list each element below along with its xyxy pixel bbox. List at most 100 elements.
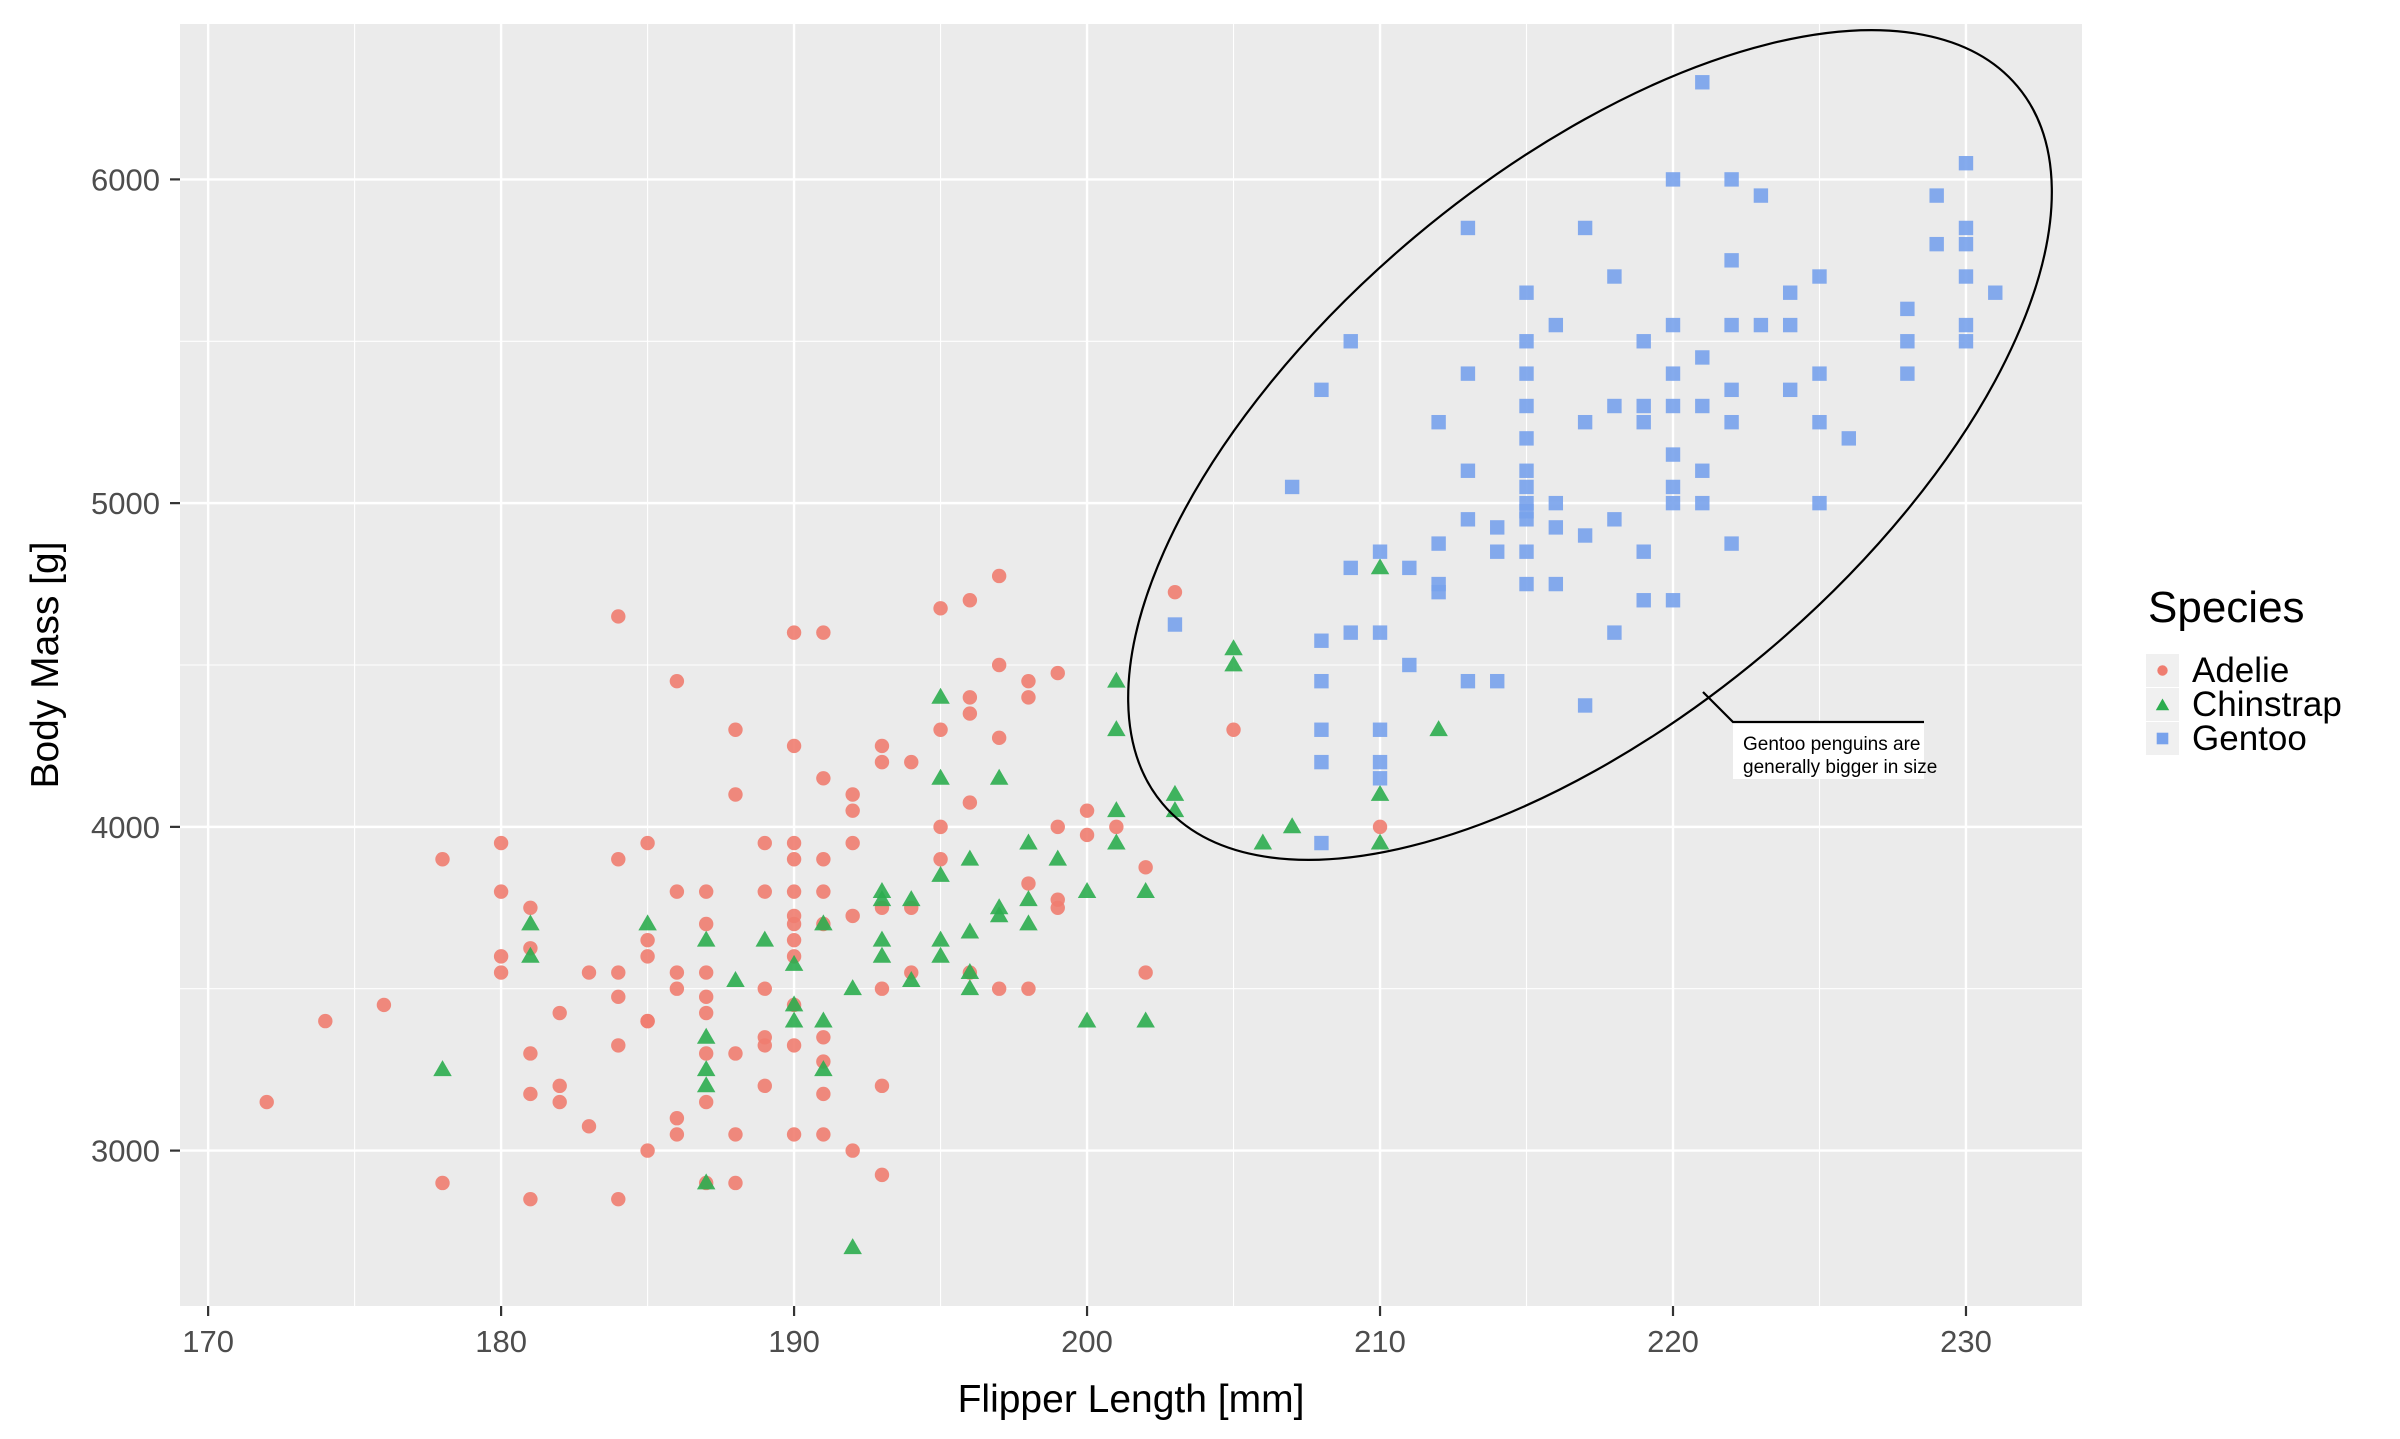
data-point: [1665, 447, 1681, 462]
data-point: [814, 1011, 833, 1028]
data-point: [1724, 172, 1739, 187]
data-point: [1050, 892, 1065, 907]
data-point: [1812, 414, 1827, 430]
data-point: [1370, 558, 1390, 575]
data-point: [816, 884, 831, 899]
data-point: [1519, 479, 1534, 495]
data-point: [669, 981, 685, 996]
data-point: [1372, 625, 1388, 640]
data-point: [1958, 236, 1974, 252]
legend-item-label: Adelie: [2192, 650, 2290, 690]
data-point: [1695, 350, 1710, 365]
data-point: [1079, 827, 1095, 843]
data-point: [1724, 414, 1739, 430]
data-point: [991, 730, 1007, 746]
data-point: [784, 995, 804, 1012]
data-point: [1519, 463, 1534, 478]
data-point: [931, 946, 950, 963]
data-point: [931, 687, 950, 704]
data-point: [698, 989, 714, 1005]
data-point: [1812, 366, 1827, 381]
data-point: [1402, 657, 1417, 673]
data-point: [611, 609, 626, 624]
data-point: [259, 1094, 274, 1110]
data-point: [669, 884, 685, 899]
data-point: [1900, 301, 1915, 317]
data-point: [1812, 269, 1827, 284]
data-point: [1607, 512, 1622, 527]
data-point: [931, 768, 950, 785]
data-point: [1314, 382, 1329, 398]
data-point: [728, 1175, 743, 1191]
data-point: [1519, 366, 1534, 381]
annotation-box: [1733, 722, 1924, 779]
data-point: [1167, 617, 1183, 632]
data-point: [816, 771, 831, 786]
data-point: [1136, 882, 1155, 899]
data-point: [1431, 414, 1446, 430]
data-point: [1282, 817, 1302, 834]
data-point: [1431, 576, 1446, 592]
data-point: [1343, 334, 1358, 349]
data-point: [1077, 1011, 1097, 1028]
data-point: [962, 706, 978, 721]
data-point: [1958, 220, 1974, 236]
data-point: [1548, 520, 1564, 535]
data-point: [1079, 803, 1095, 818]
data-point: [814, 914, 833, 931]
data-point: [1460, 220, 1476, 236]
data-point: [698, 1005, 714, 1021]
data-point: [1314, 722, 1329, 737]
points-adelie: [259, 568, 1388, 1207]
data-point: [728, 1046, 743, 1061]
data-point: [1548, 317, 1564, 333]
data-point: [698, 884, 714, 899]
data-point: [1548, 495, 1564, 511]
data-point: [1224, 639, 1243, 656]
data-point: [1314, 633, 1329, 648]
data-point: [816, 1030, 831, 1045]
data-point: [1314, 754, 1329, 770]
data-point: [931, 865, 950, 882]
data-point: [728, 787, 743, 802]
data-point: [960, 979, 980, 996]
data-point: [1519, 576, 1534, 592]
data-point: [784, 1011, 804, 1028]
data-point: [786, 852, 802, 867]
data-point: [786, 625, 802, 640]
data-point: [1695, 495, 1710, 511]
data-point: [521, 946, 540, 963]
legend-item-label: Chinstrap: [2192, 684, 2342, 724]
data-point: [1900, 334, 1915, 349]
data-point: [698, 916, 714, 932]
data-point: [1577, 414, 1593, 430]
data-point: [1958, 334, 1974, 349]
data-point: [1460, 463, 1476, 478]
data-point: [991, 657, 1007, 673]
legend: Species Adelie Chinstrap Gentoo: [2146, 583, 2342, 758]
data-point: [933, 852, 948, 867]
data-point: [1021, 690, 1036, 705]
legend-item-label: Gentoo: [2192, 718, 2307, 758]
data-point: [816, 1086, 831, 1102]
data-point: [1021, 981, 1036, 996]
data-point: [435, 852, 450, 867]
data-point: [989, 768, 1009, 785]
data-point: [1577, 528, 1593, 543]
data-point: [728, 722, 743, 737]
data-point: [1019, 914, 1038, 931]
data-point: [816, 1127, 831, 1142]
data-point: [493, 884, 509, 899]
data-point: [1607, 398, 1622, 414]
data-point: [611, 965, 626, 980]
data-point: [1253, 833, 1273, 850]
data-point: [960, 922, 980, 939]
data-point: [1107, 801, 1126, 818]
data-point: [874, 1167, 890, 1183]
data-point: [1372, 544, 1388, 559]
data-point: [1050, 819, 1065, 835]
data-point: [1724, 536, 1739, 551]
axis-ticks: [170, 178, 1968, 1316]
data-point: [698, 1046, 714, 1061]
